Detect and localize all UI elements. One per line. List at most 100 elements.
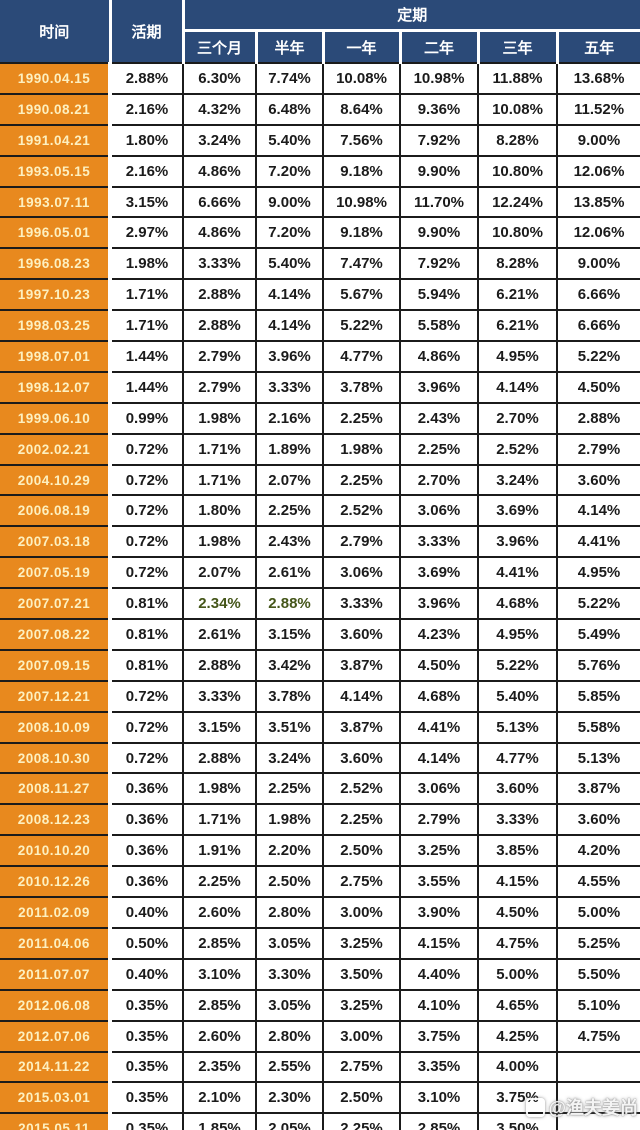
rate-cell: 9.36% xyxy=(399,92,479,126)
date-cell: 2008.12.23 xyxy=(0,803,112,837)
rate-cell: 3.96% xyxy=(399,370,479,404)
rate-cell: 7.20% xyxy=(255,216,324,250)
table-row: 1993.07.11 3.15% 6.66% 9.00% 10.98% 11.70% 12.… xyxy=(0,185,640,219)
rate-cell: 2.34% xyxy=(182,587,257,621)
rate-cell: 2.52% xyxy=(322,494,401,528)
table-row: 1998.07.01 1.44% 2.79% 3.96% 4.77% 4.86% 4.95%… xyxy=(0,340,640,373)
rate-cell: 4.14% xyxy=(255,309,324,343)
rate-cell: 10.80% xyxy=(477,154,558,188)
rate-cell: 4.15% xyxy=(399,926,479,960)
rate-cell: 0.72% xyxy=(109,494,184,528)
date-cell: 2008.10.30 xyxy=(0,741,112,775)
date-cell: 2010.10.20 xyxy=(0,834,112,868)
rate-cell: 4.77% xyxy=(477,741,558,775)
table-row: 2011.02.09 0.40% 2.60% 2.80% 3.00% 3.90% 4.50%… xyxy=(0,896,640,929)
table-row: 2015.05.11 0.35% 1.85% 2.05% 2.25% 2.85% 3.50% xyxy=(0,1112,640,1130)
date-cell: 2011.07.07 xyxy=(0,957,112,991)
rate-cell: 5.40% xyxy=(477,679,558,713)
date-cell: 1996.05.01 xyxy=(0,216,112,250)
rate-cell: 2.79% xyxy=(555,432,640,466)
rate-cell: 7.74% xyxy=(255,62,324,95)
date-cell: 1993.05.15 xyxy=(0,154,112,188)
term-subheader-row: 三个月 半年 一年 二年 三年 五年 xyxy=(0,29,640,64)
rate-cell: 3.60% xyxy=(477,772,558,806)
rate-cell: 10.08% xyxy=(477,92,558,126)
rate-cell: 2.70% xyxy=(399,463,479,497)
rate-cell: 11.52% xyxy=(555,92,640,126)
rate-cell: 2.61% xyxy=(182,618,257,651)
date-cell: 2008.10.09 xyxy=(0,710,112,744)
col-header-term-3: 一年 xyxy=(321,29,402,64)
rate-cell: 1.98% xyxy=(322,432,401,466)
date-cell: 2004.10.29 xyxy=(0,463,112,497)
rate-cell: 1.71% xyxy=(109,278,184,312)
date-cell: 1998.12.07 xyxy=(0,370,112,404)
rate-cell: 0.35% xyxy=(109,1112,184,1130)
rate-cell: 6.30% xyxy=(182,62,257,95)
rate-cell: 2.88% xyxy=(109,62,184,95)
rate-cell: 2.85% xyxy=(182,926,257,960)
rate-cell: 2.97% xyxy=(109,216,184,250)
rate-cell: 2.25% xyxy=(255,494,324,528)
rate-cell: 4.65% xyxy=(477,988,558,1022)
rate-cell: 2.88% xyxy=(255,587,324,621)
rate-cell: 2.88% xyxy=(182,741,257,775)
rate-cell: 2.55% xyxy=(255,1050,324,1084)
rate-cell: 2.07% xyxy=(255,463,324,497)
rate-cell: 0.35% xyxy=(109,1081,184,1115)
table-body: 1990.04.15 2.88% 6.30% 7.74% 10.08% 10.98% 11.… xyxy=(0,62,640,1130)
table-row: 1997.10.23 1.71% 2.88% 4.14% 5.67% 5.94% 6.21%… xyxy=(0,278,640,312)
table-row: 2006.08.19 0.72% 1.80% 2.25% 2.52% 3.06% 3.69%… xyxy=(0,494,640,528)
rate-cell: 2.25% xyxy=(322,463,401,497)
rate-cell: 3.06% xyxy=(399,494,479,528)
rate-cell: 4.32% xyxy=(182,92,257,126)
rate-cell: 5.40% xyxy=(255,247,324,281)
rate-cell: 1.71% xyxy=(182,463,257,497)
rate-cell: 4.55% xyxy=(555,865,640,899)
rate-cell: 3.00% xyxy=(322,896,401,929)
date-cell: 2011.02.09 xyxy=(0,896,112,929)
rate-cell: 9.18% xyxy=(322,154,401,188)
rate-cell: 11.88% xyxy=(477,62,558,95)
rate-cell: 4.68% xyxy=(399,679,479,713)
rate-cell: 4.14% xyxy=(555,494,640,528)
rate-cell: 1.98% xyxy=(182,772,257,806)
rate-cell: 4.75% xyxy=(555,1019,640,1053)
rate-cell: 0.81% xyxy=(109,648,184,682)
rate-cell: 2.25% xyxy=(255,772,324,806)
rate-cell: 5.22% xyxy=(477,648,558,682)
rate-cell: 0.36% xyxy=(109,772,184,806)
rate-cell: 2.61% xyxy=(255,556,324,590)
rate-cell: 4.75% xyxy=(477,926,558,960)
rate-cell: 12.06% xyxy=(555,216,640,250)
rate-cell: 10.98% xyxy=(399,62,479,95)
col-header-term-1: 三个月 xyxy=(181,29,258,64)
table-row: 2012.06.08 0.35% 2.85% 3.05% 3.25% 4.10% 4.65%… xyxy=(0,988,640,1022)
table-row: 2012.07.06 0.35% 2.60% 2.80% 3.00% 3.75% 4.25%… xyxy=(0,1019,640,1053)
rate-cell: 5.40% xyxy=(255,123,324,157)
rate-cell: 13.85% xyxy=(555,185,640,219)
rate-cell: 7.56% xyxy=(322,123,401,157)
rate-cell: 2.52% xyxy=(477,432,558,466)
rate-cell: 4.41% xyxy=(555,525,640,559)
rate-cell: 10.80% xyxy=(477,216,558,250)
rate-cell: 9.18% xyxy=(322,216,401,250)
rate-cell: 6.66% xyxy=(555,309,640,343)
rate-cell: 2.52% xyxy=(322,772,401,806)
rate-cell: 4.95% xyxy=(555,556,640,590)
rate-cell: 3.60% xyxy=(322,741,401,775)
col-header-demand-deposit: 活期 xyxy=(108,0,185,64)
table-row: 2002.02.21 0.72% 1.71% 1.89% 1.98% 2.25% 2.52%… xyxy=(0,432,640,466)
rate-cell: 5.00% xyxy=(477,957,558,991)
col-header-term-2: 半年 xyxy=(254,29,325,64)
rate-cell: 9.00% xyxy=(255,185,324,219)
rate-cell: 4.86% xyxy=(182,216,257,250)
rate-cell: 2.43% xyxy=(399,401,479,435)
rate-cell: 2.16% xyxy=(109,154,184,188)
rate-cell: 0.35% xyxy=(109,988,184,1022)
date-cell: 2007.09.15 xyxy=(0,648,112,682)
rate-cell: 0.50% xyxy=(109,926,184,960)
rate-cell: 10.98% xyxy=(322,185,401,219)
date-cell: 1998.07.01 xyxy=(0,340,112,373)
